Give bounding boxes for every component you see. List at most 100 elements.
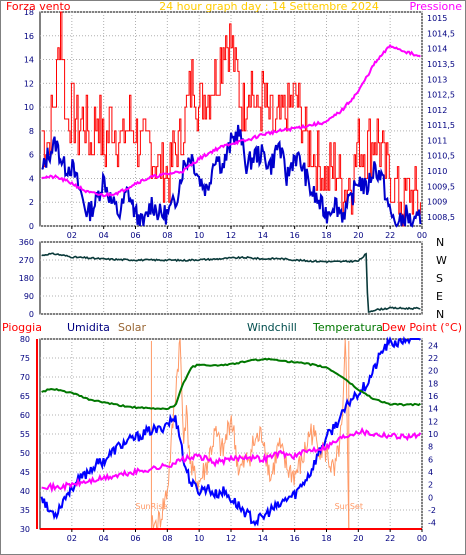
humidity-tick-label: 40: [20, 487, 30, 496]
pressure-tick-label: 1011: [427, 136, 447, 145]
wind-pressure-time-axis: 02 04 06 08 10 12 14 16 18 20 22 00: [67, 226, 427, 240]
compass-direction-label: W: [436, 254, 447, 267]
wind-speed-tick-label: 6: [29, 151, 34, 160]
pressure-legend-label: Pressione: [410, 0, 463, 13]
wind-direction-line: [41, 252, 421, 313]
wind-speed-tick-label: 18: [24, 8, 34, 17]
temperature-tick-label: 24: [428, 341, 438, 350]
temperature-tick-label: 2: [428, 481, 433, 490]
wind-average-line: [41, 124, 422, 228]
humidity-line: [40, 336, 421, 527]
humidity-tick-label: 50: [20, 449, 30, 458]
time-tick-label: 14: [258, 534, 268, 543]
pressure-tick-label: 1014,5: [427, 29, 455, 38]
temperature-line: [41, 357, 421, 411]
wind-speed-tick-label: 14: [24, 56, 34, 65]
compass-direction-label: S: [436, 272, 443, 285]
humidity-tick-label: 35: [20, 506, 30, 515]
humidity-axis: 80 75 70 65 60 55 50 45 40 35 30: [20, 335, 38, 534]
pressure-tick-label: 1013: [427, 75, 447, 84]
dew-point-line: [41, 426, 422, 494]
pressure-tick-label: 1012: [427, 106, 447, 115]
time-tick-label: 08: [162, 534, 172, 543]
time-tick-label: 04: [99, 534, 109, 543]
legend-rain: Pioggia: [2, 321, 42, 334]
wind-speed-tick-label: 16: [24, 32, 34, 41]
pressure-tick-label: 1012,5: [427, 91, 455, 100]
pressure-tick-label: 1009: [427, 198, 447, 207]
time-tick-label: 12: [226, 534, 236, 543]
temperature-tick-label: 22: [428, 354, 438, 363]
temperature-tick-label: 4: [428, 468, 433, 477]
legend-humidity: Umidita: [67, 321, 110, 334]
time-tick-label: 14: [258, 231, 268, 240]
direction-degree-tick-label: 180: [19, 274, 34, 283]
pressure-axis: 1015 1014,5 1014 1013,5 1013 1012,5 1012 1011,5…: [427, 14, 455, 222]
wind-speed-tick-label: 0: [29, 222, 34, 231]
wind-direction-degree-axis: 360 270 180 90 0: [19, 238, 34, 319]
time-tick-label: 20: [353, 534, 363, 543]
temperature-tick-label: 10: [428, 430, 438, 439]
humidity-tick-label: 30: [20, 525, 30, 534]
time-tick-label: 10: [194, 534, 204, 543]
pressure-tick-label: 1014: [427, 45, 447, 54]
pressure-tick-label: 1008,5: [427, 213, 455, 222]
wind-gust-line: [41, 11, 421, 227]
pressure-line: [41, 43, 421, 198]
temperature-tick-label: -4: [428, 519, 436, 528]
pressure-tick-label: 1009,5: [427, 182, 455, 191]
legend-temperature: Temperatura: [312, 321, 383, 334]
wind-direction-series: [41, 252, 421, 313]
time-tick-label: 02: [67, 534, 77, 543]
compass-direction-label: E: [436, 290, 443, 303]
time-tick-label: 06: [130, 534, 140, 543]
sun-marker-label: SunRise: [135, 502, 167, 511]
temperature-tick-label: 0: [428, 493, 433, 502]
direction-degree-tick-label: 360: [19, 238, 34, 247]
wind-speed-tick-label: 2: [29, 198, 34, 207]
time-tick-label: 22: [385, 231, 395, 240]
humidity-temperature-legend: Pioggia Umidita Solar Windchill TemperaturaD…: [2, 321, 462, 334]
temperature-tick-label: -2: [428, 506, 436, 515]
humidity-tick-label: 60: [20, 411, 30, 420]
pressure-tick-label: 1011,5: [427, 121, 455, 130]
wind-pressure-series: [41, 11, 422, 228]
legend-dew-point: Dew Point (°C): [382, 321, 462, 334]
time-tick-label: 02: [67, 231, 77, 240]
direction-degree-tick-label: 0: [29, 310, 34, 319]
wind-speed-tick-label: 10: [24, 103, 34, 112]
temperature-tick-label: 18: [428, 379, 438, 388]
wind-legend-label: Forza vento: [6, 0, 71, 13]
time-tick-label: 20: [353, 231, 363, 240]
humidity-temperature-time-axis: 02 04 06 08 10 12 14 16 18 20 22 00: [67, 529, 427, 543]
chart-title: 24 hour graph day : 14 Settembre 2024: [159, 0, 379, 13]
time-tick-label: 16: [290, 534, 300, 543]
pressure-tick-label: 1013,5: [427, 60, 455, 69]
time-tick-label: 16: [290, 231, 300, 240]
direction-degree-tick-label: 270: [19, 256, 34, 265]
compass-direction-label: N: [436, 236, 444, 249]
humidity-tick-label: 55: [20, 430, 30, 439]
temperature-tick-label: 14: [428, 405, 438, 414]
humidity-tick-label: 70: [20, 373, 30, 382]
legend-solar: Solar: [118, 321, 147, 334]
time-tick-label: 00: [417, 534, 427, 543]
pressure-tick-label: 1010,5: [427, 152, 455, 161]
temperature-tick-label: 6: [428, 455, 433, 464]
time-tick-label: 00: [417, 231, 427, 240]
pressure-tick-label: 1015: [427, 14, 447, 23]
humidity-tick-label: 80: [20, 335, 30, 344]
time-tick-label: 04: [99, 231, 109, 240]
time-tick-label: 12: [226, 231, 236, 240]
wind-speed-tick-label: 4: [29, 174, 34, 183]
time-tick-label: 18: [321, 231, 331, 240]
compass-direction-label: N: [436, 308, 444, 321]
temperature-tick-label: 16: [428, 392, 438, 401]
humidity-tick-label: 65: [20, 392, 30, 401]
pressure-tick-label: 1010: [427, 167, 447, 176]
wind-speed-tick-label: 12: [24, 79, 34, 88]
